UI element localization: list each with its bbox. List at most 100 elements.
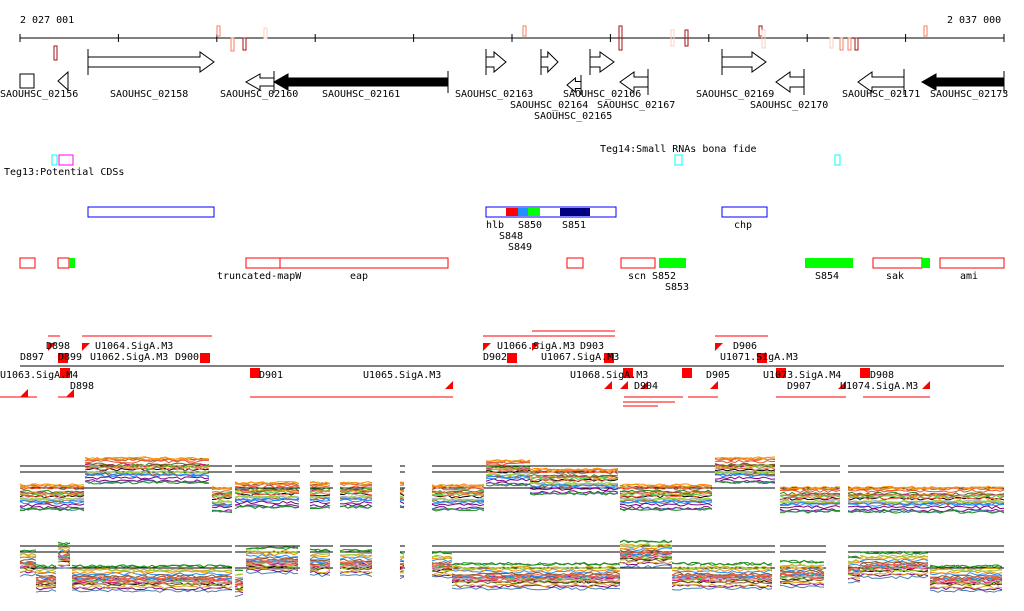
gene-arrow[interactable] [775,71,805,93]
promoter-flag[interactable] [838,381,846,389]
regulatory-label[interactable]: D905 [706,370,730,381]
promoter-flag[interactable] [604,381,612,389]
terminator-marker[interactable] [860,368,870,378]
terminator-marker[interactable] [757,353,767,363]
gene-label[interactable]: SAOUHSC_02173 [930,89,1008,100]
gene-arrow[interactable] [920,73,1005,91]
promoter-flag[interactable] [620,381,628,389]
annotation-feature[interactable] [57,257,70,269]
gene-label[interactable]: SAOUHSC_02165 [534,111,612,122]
srna-feature[interactable] [560,208,590,216]
promoter-flag[interactable] [483,343,491,351]
terminator-marker[interactable] [60,368,70,378]
promoter-flag[interactable] [922,381,930,389]
gene-label[interactable]: SAOUHSC_02167 [597,100,675,111]
terminator-marker[interactable] [776,368,786,378]
annotation-feature[interactable] [872,257,923,269]
promoter-flag[interactable] [66,389,74,397]
promoter-flag[interactable] [20,389,28,397]
terminator-marker[interactable] [623,368,633,378]
regulatory-label[interactable]: U1065.SigA.M3 [363,370,441,381]
annotation-feature[interactable] [19,257,36,269]
regulatory-label[interactable]: D901 [259,370,283,381]
regulatory-label[interactable]: U1064.SigA.M3 [95,341,173,352]
regulatory-label[interactable]: U1066.SigA.M3 [497,341,575,352]
gene-label[interactable]: SAOUHSC_02166 [563,89,641,100]
terminator-marker[interactable] [58,353,68,363]
gene-arrow[interactable] [57,70,69,92]
gene-arrow[interactable] [272,73,449,91]
teg13-feature[interactable] [51,154,58,166]
regulatory-label[interactable]: U1068.SigA.M3 [570,370,648,381]
terminator-marker[interactable] [604,353,614,363]
regulatory-label[interactable]: D897 [20,352,44,363]
gene-arrow[interactable] [589,51,615,73]
regulatory-label[interactable]: D907 [787,381,811,392]
regulatory-label[interactable]: U1073.SigA.M4 [763,370,841,381]
gene-arrow[interactable] [540,50,559,74]
promoter-flag[interactable] [82,343,90,351]
gene-label[interactable]: SAOUHSC_02161 [322,89,400,100]
regulatory-label[interactable]: U1062.SigA.M3 [90,352,168,363]
srna-feature[interactable] [506,208,518,216]
gene-arrow[interactable] [619,71,649,93]
gene-label[interactable]: SAOUHSC_02163 [455,89,533,100]
srna-feature[interactable] [518,208,528,216]
gene-arrow[interactable] [721,51,767,73]
gene-track[interactable]: SAOUHSC_02156 SAOUHSC_02158 SAOUHSC_02160 S… [0,49,1008,122]
gene-label[interactable]: SAOUHSC_02158 [110,89,188,100]
gene-label[interactable]: SAOUHSC_02164 [510,100,588,111]
terminator-marker[interactable] [200,353,210,363]
srna-feature[interactable] [805,258,853,268]
gene-label[interactable]: SAOUHSC_02170 [750,100,828,111]
regulatory-label[interactable]: U1071.SigA.M3 [720,352,798,363]
srna-feature[interactable] [528,208,540,216]
gene-arrow[interactable] [19,73,35,89]
regulatory-label[interactable]: D902 [483,352,507,363]
gene-arrow[interactable] [857,71,905,93]
promoter-flag[interactable] [532,343,540,351]
gene-label[interactable]: SAOUHSC_02171 [842,89,920,100]
gene-arrow[interactable] [485,50,507,74]
regulatory-label[interactable]: U1067.SigA.M3 [541,352,619,363]
promoter-flag[interactable] [710,381,718,389]
utr-feature[interactable] [485,206,617,218]
regulatory-label[interactable]: D904 [634,381,658,392]
annotation-feature[interactable] [279,257,449,269]
terminator-marker[interactable] [682,368,692,378]
teg14-feature[interactable] [674,154,683,166]
regulatory-label[interactable]: U1074.SigA.M3 [840,381,918,392]
srna-feature[interactable] [69,258,75,268]
gene-label[interactable]: SAOUHSC_02169 [696,89,774,100]
promoter-flag[interactable] [445,381,453,389]
gene-label[interactable]: SAOUHSC_02156 [0,89,78,100]
regulatory-label[interactable]: D899 [58,352,82,363]
regulatory-label[interactable]: D898 [46,341,70,352]
terminator-marker[interactable] [507,353,517,363]
gene-arrow[interactable] [244,73,275,91]
regulatory-label[interactable]: D903 [580,341,604,352]
annotation-feature[interactable] [620,257,656,269]
gene-arrow[interactable] [566,76,582,94]
regulatory-label[interactable]: D900 [175,352,199,363]
regulatory-label[interactable]: D908 [870,370,894,381]
annotation-feature[interactable] [566,257,584,269]
srna-feature[interactable] [922,258,930,268]
regulatory-label[interactable]: U1063.SigA.M4 [0,370,78,381]
promoter-flag[interactable] [715,343,723,351]
promoter-flag[interactable] [640,381,648,389]
utr-feature[interactable] [87,206,215,218]
terminator-marker[interactable] [250,368,260,378]
regulatory-label[interactable]: D898 [70,381,94,392]
promoter-flag[interactable] [48,343,56,351]
teg13-feature[interactable] [58,154,74,166]
srna-feature[interactable] [659,258,686,268]
utr-feature[interactable] [721,206,768,218]
annotation-feature[interactable] [939,257,1005,269]
teg14-feature[interactable] [834,154,841,166]
regulatory-label[interactable]: D906 [733,341,757,352]
annotation-feature[interactable] [245,257,281,269]
gene-label[interactable]: SAOUHSC_02160 [220,89,298,100]
